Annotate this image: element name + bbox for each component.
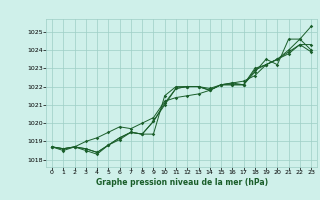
X-axis label: Graphe pression niveau de la mer (hPa): Graphe pression niveau de la mer (hPa) <box>96 178 268 187</box>
